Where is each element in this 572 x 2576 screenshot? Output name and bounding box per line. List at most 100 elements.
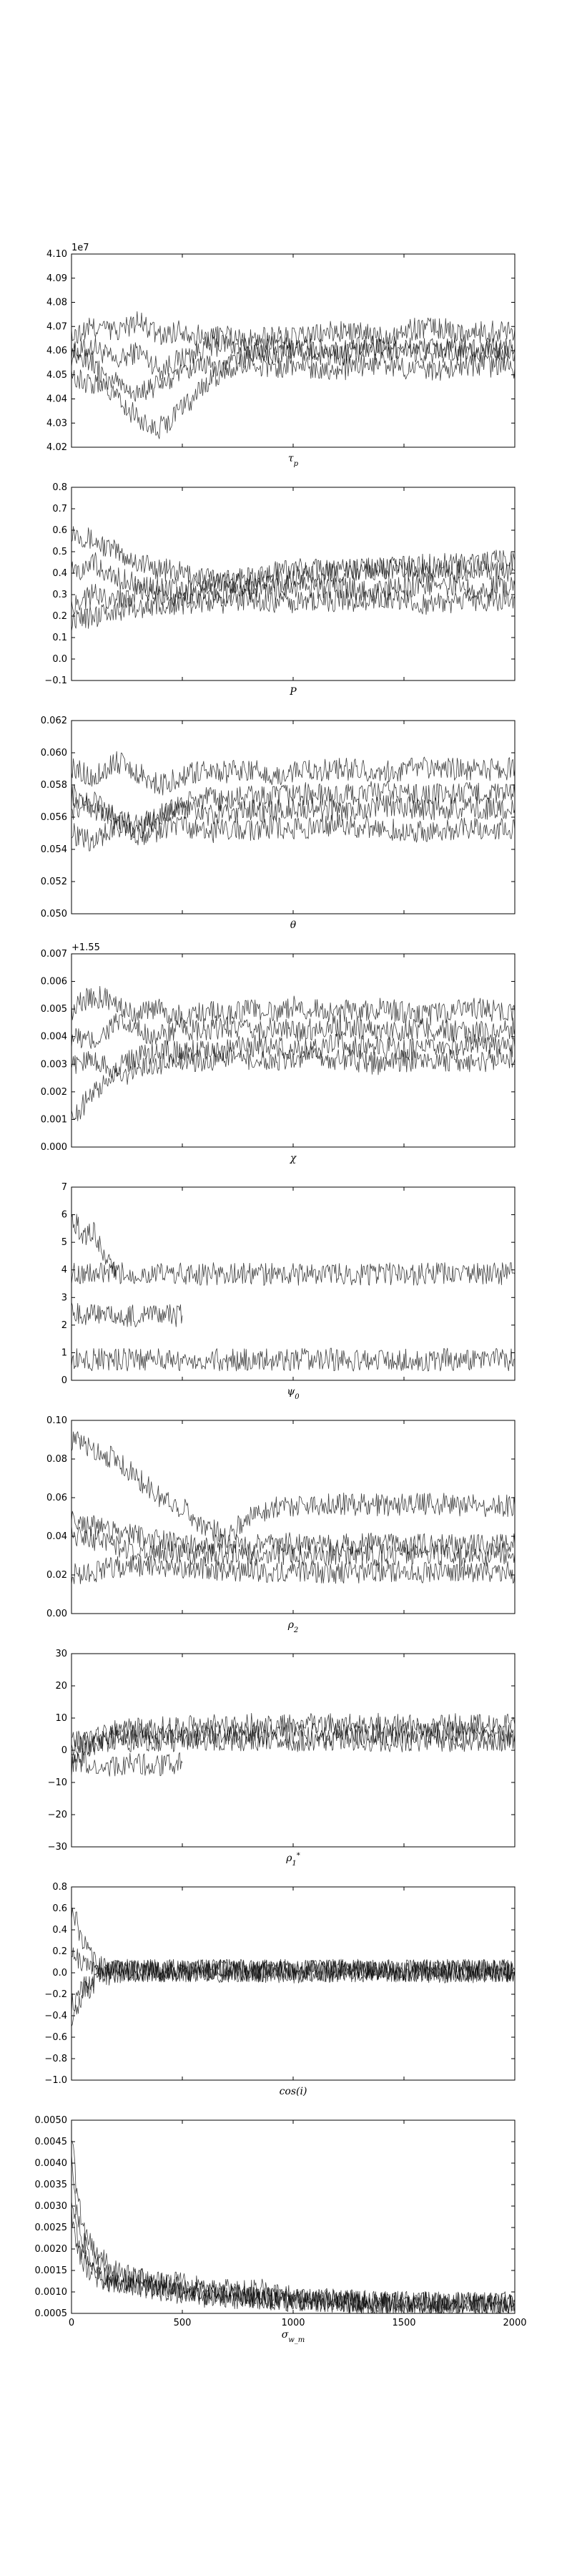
y-tick-label: 0.5 [52, 547, 67, 557]
y-tick-label: 0.0030 [35, 2201, 68, 2212]
y-tick-label: 4.02 [46, 442, 67, 453]
series-group [72, 526, 515, 631]
series-1-trace [72, 1262, 515, 1286]
y-tick-label: 0.002 [41, 1087, 67, 1098]
subplot-1: 4.02 4.03 4.04 4.05 4.06 4.07 4.08 4.09 4.10 1e7 τ… [46, 243, 516, 468]
y-tick-label: 0 [61, 1745, 67, 1756]
y-tick-label: 0.0 [52, 1968, 67, 1979]
y-tick-label: 0.0050 [35, 2115, 68, 2126]
y-tick-label: 3 [61, 1292, 67, 1303]
series-2-trace [72, 1347, 515, 1372]
y-tick-label: 0.0040 [35, 2158, 68, 2169]
series-1-trace [72, 1431, 515, 1548]
series-group [72, 985, 515, 1121]
y-tick-label: 4 [61, 1265, 67, 1276]
y-tick-label: 0.050 [41, 909, 67, 919]
series-group [72, 311, 515, 439]
series-group [72, 1712, 515, 1778]
x-axis-label: P [289, 686, 297, 698]
x-tick-label: 2000 [503, 2318, 526, 2328]
y-tick-label: 0.1 [52, 633, 67, 643]
x-tick-label: 0 [69, 2318, 74, 2328]
series-2-trace [72, 791, 515, 839]
y-tick-label: 0.003 [41, 1059, 67, 1070]
y-tick-label: 2 [61, 1320, 67, 1331]
x-axis-label: ρ2 [287, 1619, 299, 1634]
x-axis-label: cos(i) [280, 2086, 307, 2097]
y-tick-label: 0.06 [46, 1493, 67, 1503]
series-4-trace [72, 1555, 515, 1584]
y-tick-label: 0.0020 [35, 2244, 68, 2255]
series-3-trace [72, 1302, 183, 1327]
y-tick-label: 0.0005 [35, 2308, 68, 2319]
y-tick-label: 0.04 [46, 1531, 67, 1542]
x-axis-label: ρ1* [285, 1852, 300, 1868]
y-tick-label: 4.03 [46, 418, 67, 429]
y-tick-label: 0.058 [41, 780, 67, 791]
y-tick-label: 0.10 [46, 1415, 67, 1426]
series-2-trace [72, 311, 515, 351]
series-3-trace [72, 587, 515, 631]
y-tick-label: 0.0035 [35, 2180, 68, 2190]
subplot-9: 0.0005 0.0010 0.0015 0.0020 0.0025 0.0030 0.00… [35, 2115, 527, 2344]
y-tick-label: −0.6 [44, 2032, 67, 2043]
y-tick-label: 4.07 [46, 321, 67, 332]
y-tick-label: 0.060 [41, 748, 67, 758]
y-tick-label: 0.0 [52, 654, 67, 665]
x-tick-label: 500 [174, 2318, 192, 2328]
y-tick-label: 0.3 [52, 590, 67, 600]
y-tick-label: 10 [55, 1713, 67, 1724]
y-tick-label: −30 [48, 1842, 67, 1853]
y-tick-label: 0.6 [52, 525, 67, 536]
axis-offset-label: 1e7 [72, 243, 89, 253]
y-tick-label: 0.2 [52, 1946, 67, 1957]
y-tick-label: 0.006 [41, 977, 67, 987]
y-tick-label: 0.004 [41, 1032, 67, 1043]
subplot-4: 0.000 0.001 0.002 0.003 0.004 0.005 0.006 0.007… [41, 942, 516, 1164]
y-tick-label: −0.2 [44, 1989, 67, 2000]
subplot-5: 0 1 2 3 4 5 6 7 ψ0 [61, 1182, 516, 1401]
x-axis-label: χ [290, 1153, 297, 1164]
y-tick-label: 7 [61, 1182, 67, 1193]
x-axis-label: θ [290, 919, 297, 931]
y-tick-label: 4.08 [46, 298, 67, 308]
y-tick-label: 4.05 [46, 370, 67, 381]
subplot-3: 0.050 0.052 0.054 0.056 0.058 0.060 0.062 θ [41, 716, 516, 931]
y-tick-label: 0.007 [41, 949, 67, 960]
y-tick-label: 0.08 [46, 1454, 67, 1465]
y-tick-label: −0.4 [44, 2011, 67, 2021]
x-axis-label: τp [288, 453, 299, 468]
x-tick-label: 1000 [281, 2318, 305, 2328]
y-tick-label: 0.8 [52, 1882, 67, 1893]
y-tick-label: 4.04 [46, 394, 67, 405]
series-4-trace [72, 337, 515, 439]
series-4-trace [72, 1214, 117, 1277]
y-tick-label: 0.001 [41, 1114, 67, 1125]
x-axis-label: ψ0 [287, 1386, 300, 1401]
series-4-trace [72, 552, 515, 601]
series-4-trace [72, 1958, 515, 2014]
y-tick-label: 1 [61, 1347, 67, 1358]
series-1-trace [72, 526, 515, 595]
x-tick-label: 1500 [392, 2318, 415, 2328]
y-tick-label: 6 [61, 1210, 67, 1221]
series-2-trace [72, 1526, 515, 1567]
series-4-trace [72, 1750, 183, 1777]
y-tick-label: 0.8 [52, 482, 67, 493]
series-4-trace [72, 814, 515, 852]
subplot-2: −0.1 0.0 0.1 0.2 0.3 0.4 0.5 0.6 0.7 0.8 P [44, 482, 516, 698]
y-tick-label: 0.4 [52, 1925, 67, 1936]
series-3-trace [72, 351, 515, 402]
y-tick-label: 0.0015 [35, 2265, 68, 2276]
y-tick-label: 30 [55, 1649, 67, 1659]
series-3-trace [72, 1729, 515, 1755]
y-tick-label: 0.005 [41, 1004, 67, 1015]
series-group [72, 1908, 515, 2026]
series-3-trace [72, 751, 515, 796]
y-tick-label: 20 [55, 1681, 67, 1692]
subplot-6: 0.00 0.02 0.04 0.06 0.08 0.10 ρ2 [46, 1415, 516, 1634]
y-tick-label: 0.054 [41, 844, 67, 855]
y-tick-label: 0.0025 [35, 2223, 68, 2233]
y-tick-label: −0.8 [44, 2054, 67, 2064]
